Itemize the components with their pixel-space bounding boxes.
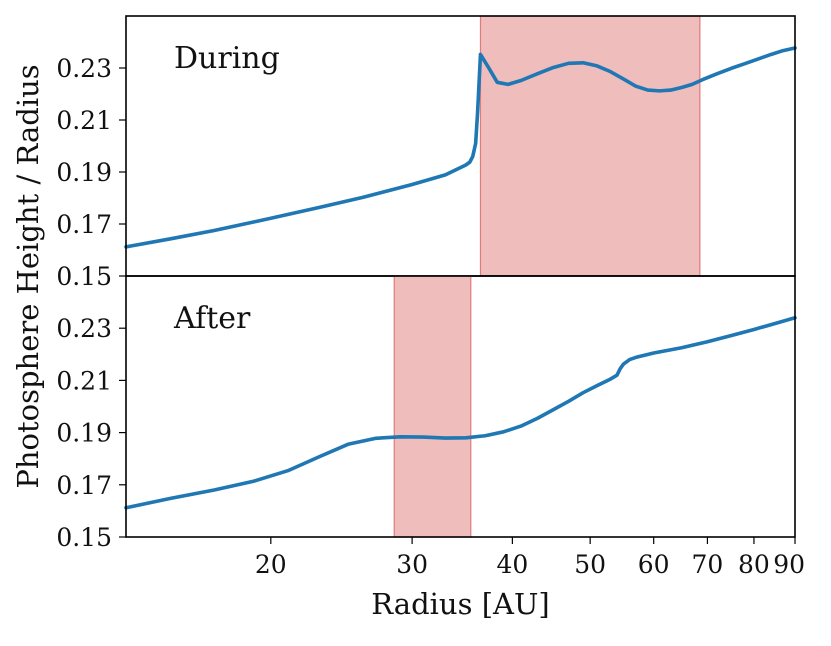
shaded-region-after bbox=[393, 275, 472, 538]
series-line-during bbox=[124, 46, 797, 249]
x-tick-label: 20 bbox=[255, 550, 287, 579]
y-tick-label: 0.15 bbox=[56, 523, 112, 552]
panel-during: 0.15 0.17 0.19 0.21 0.23 During bbox=[56, 15, 797, 291]
y-axis-label: Photosphere Height / Radius bbox=[11, 64, 45, 488]
x-tick-label: 40 bbox=[496, 550, 528, 579]
panel-label-after: After bbox=[173, 301, 251, 336]
y-tick-label: 0.17 bbox=[56, 471, 112, 500]
y-tick-label: 0.17 bbox=[56, 210, 112, 239]
x-axis-label: Radius [AU] bbox=[371, 587, 549, 621]
y-tick-label: 0.23 bbox=[56, 54, 112, 83]
curve-group-during bbox=[124, 46, 797, 249]
y-tick-label: 0.15 bbox=[56, 262, 112, 291]
series-line-after bbox=[124, 315, 797, 510]
x-tick-label: 50 bbox=[574, 550, 606, 579]
curve-group-after bbox=[124, 315, 797, 510]
y-axis-ticks-during: 0.15 0.17 0.19 0.21 0.23 bbox=[56, 54, 126, 291]
y-axis-ticks-after: 0.15 0.17 0.19 0.21 0.23 bbox=[56, 314, 126, 552]
shaded-region-during bbox=[479, 15, 701, 277]
panel-frame-after bbox=[125, 275, 796, 538]
y-tick-label: 0.19 bbox=[56, 158, 112, 187]
y-tick-label: 0.19 bbox=[56, 419, 112, 448]
x-tick-label: 80 bbox=[738, 550, 770, 579]
x-tick-label: 90 bbox=[773, 550, 805, 579]
y-tick-label: 0.23 bbox=[56, 314, 112, 343]
x-axis-ticks: 20 30 40 50 60 70 80 90 bbox=[255, 537, 805, 579]
y-tick-label: 0.21 bbox=[56, 366, 112, 395]
shaded-region-during bbox=[479, 15, 701, 277]
x-tick-label: 60 bbox=[638, 550, 670, 579]
y-tick-label: 0.21 bbox=[56, 106, 112, 135]
x-tick-label: 30 bbox=[396, 550, 428, 579]
panel-label-during: During bbox=[174, 41, 280, 76]
x-tick-label: 70 bbox=[692, 550, 724, 579]
shaded-region-after bbox=[393, 275, 472, 538]
panel-after: 0.15 0.17 0.19 0.21 0.23 After bbox=[56, 275, 797, 552]
